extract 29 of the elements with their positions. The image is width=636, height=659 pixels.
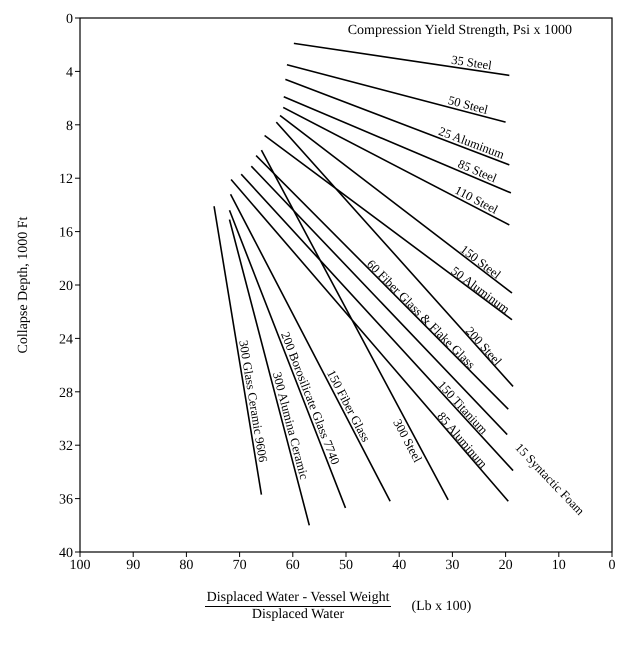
y-tick-label: 16 (59, 226, 73, 241)
text: Displaced Water - Vessel Weight Displaced Water (Lb x 100) (206, 590, 472, 622)
text: 300 Steel (390, 416, 425, 466)
x-tick-label: 10 (552, 558, 566, 573)
x-tick-label: 20 (498, 558, 513, 573)
text: 50 Steel (446, 93, 490, 118)
x-tick-label: 70 (232, 558, 247, 573)
x-tick-label: 0 (608, 558, 616, 573)
annotation: Compression Yield Strength, Psi x 1000 (348, 23, 572, 38)
x-tick-label: 80 (179, 558, 194, 573)
text: 35 Steel (450, 52, 494, 73)
text: 85 Steel (456, 156, 500, 186)
y-tick-label: 8 (66, 118, 73, 134)
y-axis-title: Collapse Depth, 1000 Ft (16, 216, 31, 354)
x-tick-label: 90 (126, 558, 140, 573)
text: 300 Glass Ceramic 9606 (236, 339, 270, 464)
x-tick-label: 30 (445, 558, 460, 573)
y-tick-label: 24 (59, 332, 73, 348)
y-tick-label: 20 (59, 278, 73, 294)
x-tick-label: 50 (339, 558, 353, 573)
x-tick-label: 40 (392, 558, 406, 573)
y-tick-label: 28 (59, 386, 73, 401)
y-tick-label: 4 (66, 65, 73, 80)
y-tick-label: 32 (59, 439, 73, 454)
y-tick-label: 12 (59, 172, 73, 188)
x-tick-label: 60 (286, 558, 300, 573)
text: 110 Steel (452, 183, 501, 218)
y-tick-label: 0 (66, 12, 73, 27)
y-tick-label: 36 (59, 492, 73, 508)
